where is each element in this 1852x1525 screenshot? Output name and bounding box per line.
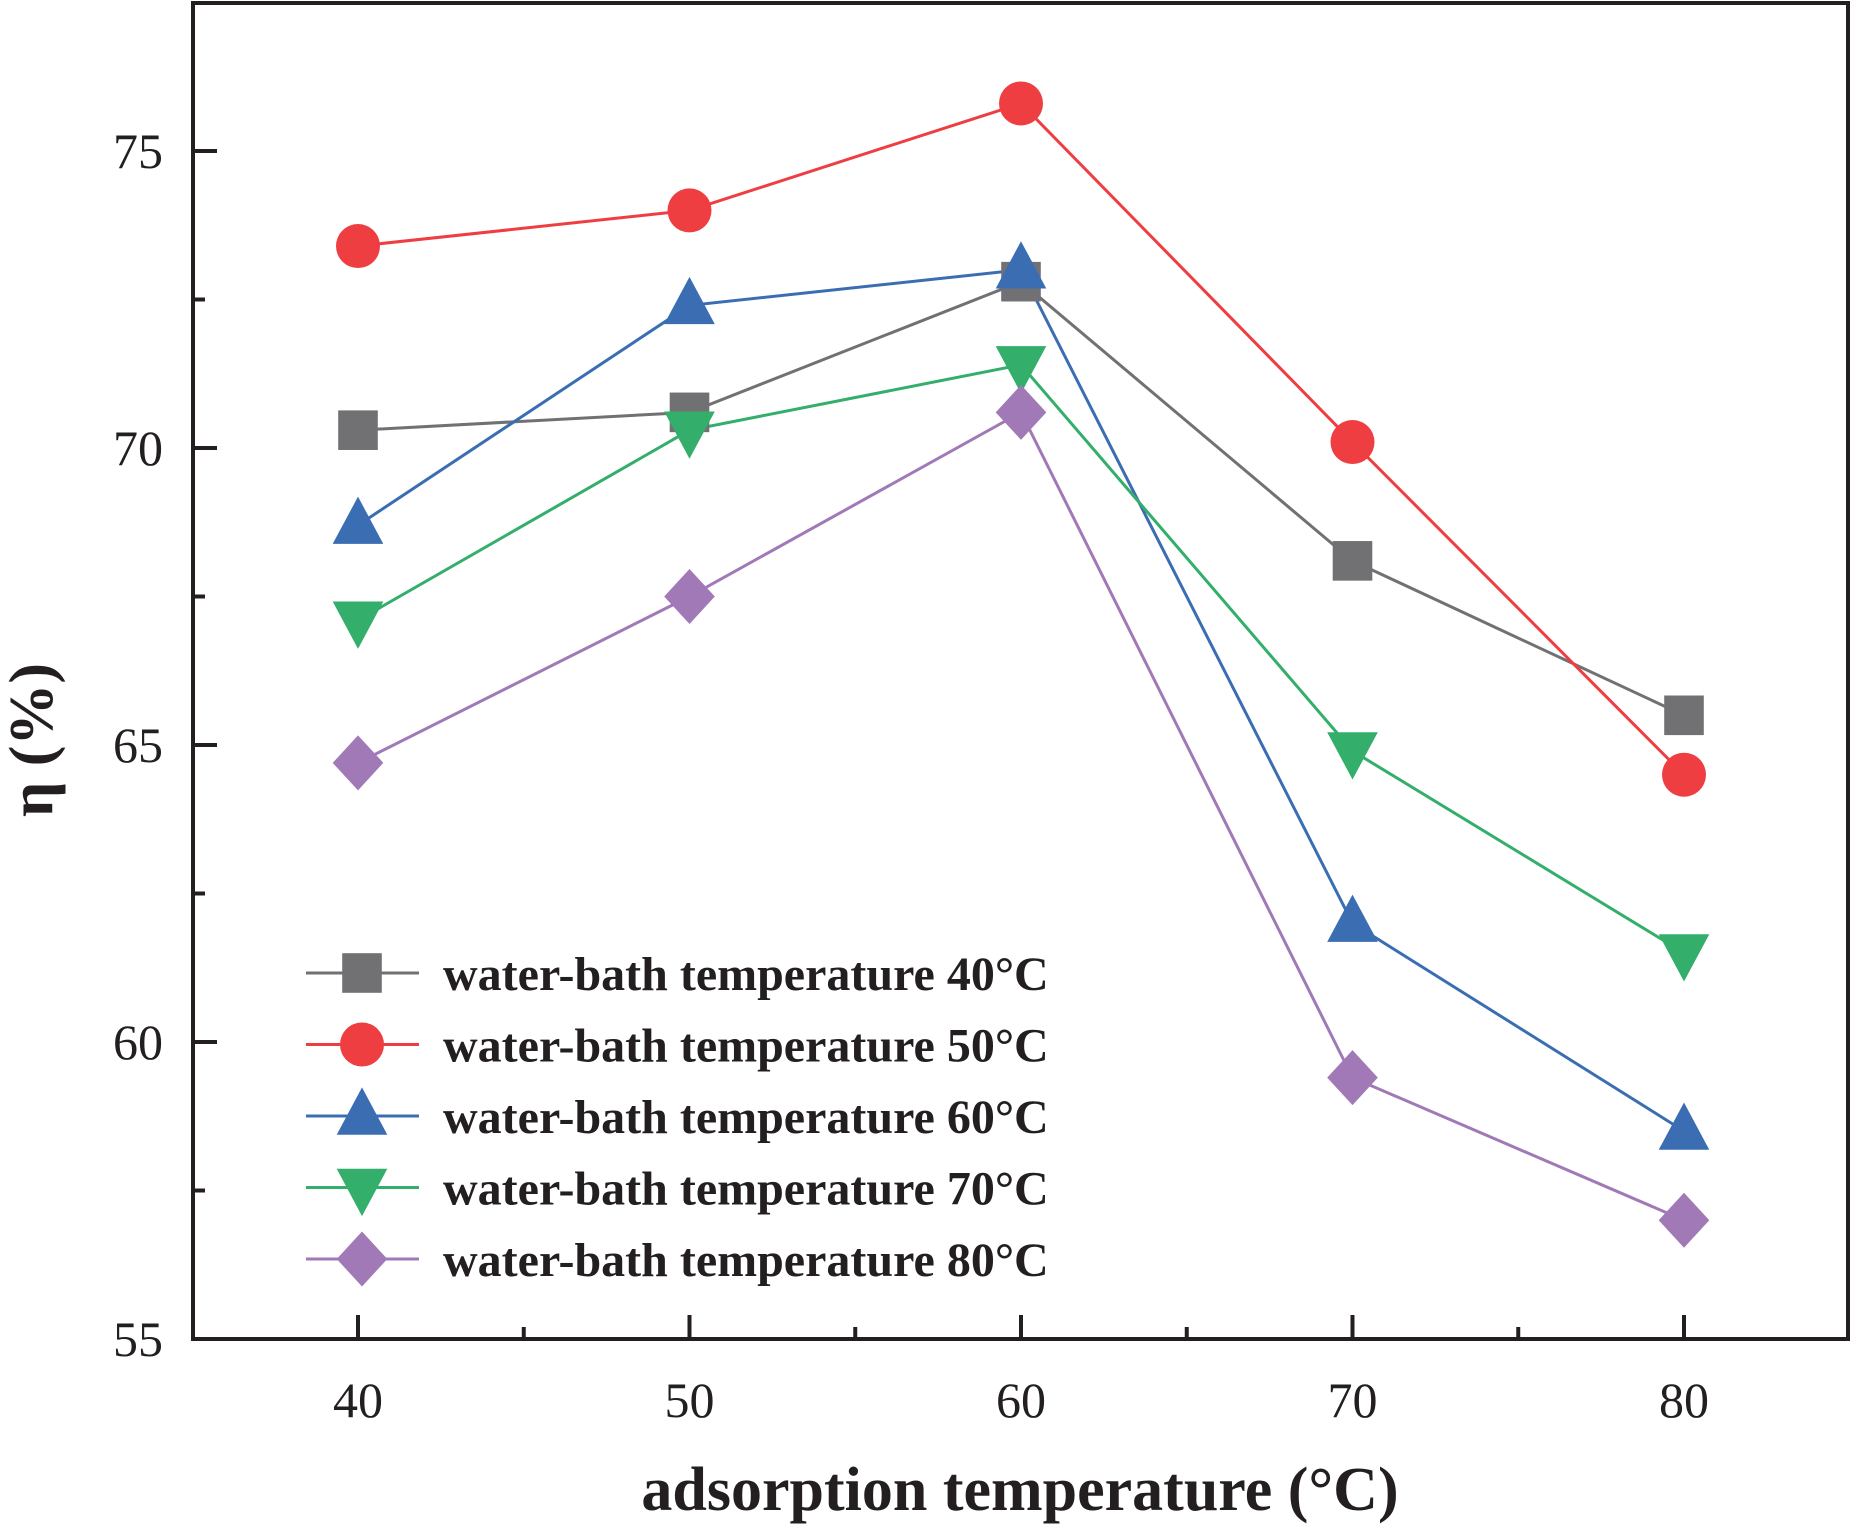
x-tick-label: 40: [333, 1372, 383, 1428]
y-tick-label: 75: [113, 123, 163, 179]
data-point-series-5: [1327, 1050, 1378, 1106]
x-tick-label: 50: [665, 1372, 715, 1428]
data-point-series-3: [664, 276, 715, 325]
legend-marker-3: [336, 1087, 388, 1135]
data-point-series-2: [1662, 752, 1706, 797]
series-markers: [332, 81, 1710, 1248]
y-axis-title: η (%): [0, 663, 66, 817]
legend-marker-1: [342, 953, 382, 993]
data-point-series-4: [664, 411, 715, 459]
data-point-series-5: [664, 569, 715, 624]
x-tick-label: 70: [1328, 1372, 1378, 1428]
data-point-series-5: [995, 384, 1047, 440]
data-point-series-4: [995, 346, 1047, 394]
data-point-series-5: [332, 735, 384, 791]
data-point-series-3: [1658, 1102, 1710, 1150]
data-point-series-2: [1330, 420, 1375, 465]
data-point-series-3: [995, 241, 1047, 289]
axes: 40 50 60 70 80 55 60 65 70 75: [113, 1, 1850, 1428]
series-line-4: [357, 363, 1685, 955]
data-point-series-1: [1664, 695, 1704, 736]
data-point-series-1: [338, 410, 378, 450]
x-tick-label: 60: [996, 1372, 1046, 1428]
data-point-series-3: [1327, 894, 1378, 942]
legend-marker-4: [336, 1168, 388, 1217]
legend-label-3: water-bath temperature 60°C: [443, 1091, 1049, 1144]
y-tick-label: 65: [113, 717, 163, 773]
legend-label-2: water-bath temperature 50°C: [443, 1020, 1049, 1073]
data-point-series-4: [332, 601, 384, 649]
legend-label-1: water-bath temperature 40°C: [443, 948, 1049, 1001]
x-axis-title: adsorption temperature (°C): [641, 1456, 1398, 1524]
legend-marker-2: [340, 1022, 384, 1067]
data-point-series-4: [1658, 934, 1710, 982]
data-point-series-2: [999, 81, 1043, 126]
data-point-series-2: [336, 224, 380, 269]
data-point-series-5: [1658, 1192, 1710, 1248]
data-point-series-1: [1332, 541, 1373, 581]
x-tick-label: 80: [1659, 1372, 1709, 1428]
y-tick-label: 55: [113, 1311, 163, 1367]
legend: water-bath temperature 40°C water-bath te…: [306, 948, 1049, 1287]
y-tick-label: 70: [113, 420, 163, 476]
data-point-series-2: [667, 188, 712, 233]
legend-label-4: water-bath temperature 70°C: [443, 1163, 1049, 1216]
y-tick-label: 60: [113, 1014, 163, 1070]
data-point-series-4: [1327, 732, 1378, 780]
legend-label-5: water-bath temperature 80°C: [443, 1234, 1049, 1287]
data-point-series-3: [332, 496, 384, 544]
legend-marker-5: [336, 1231, 388, 1287]
